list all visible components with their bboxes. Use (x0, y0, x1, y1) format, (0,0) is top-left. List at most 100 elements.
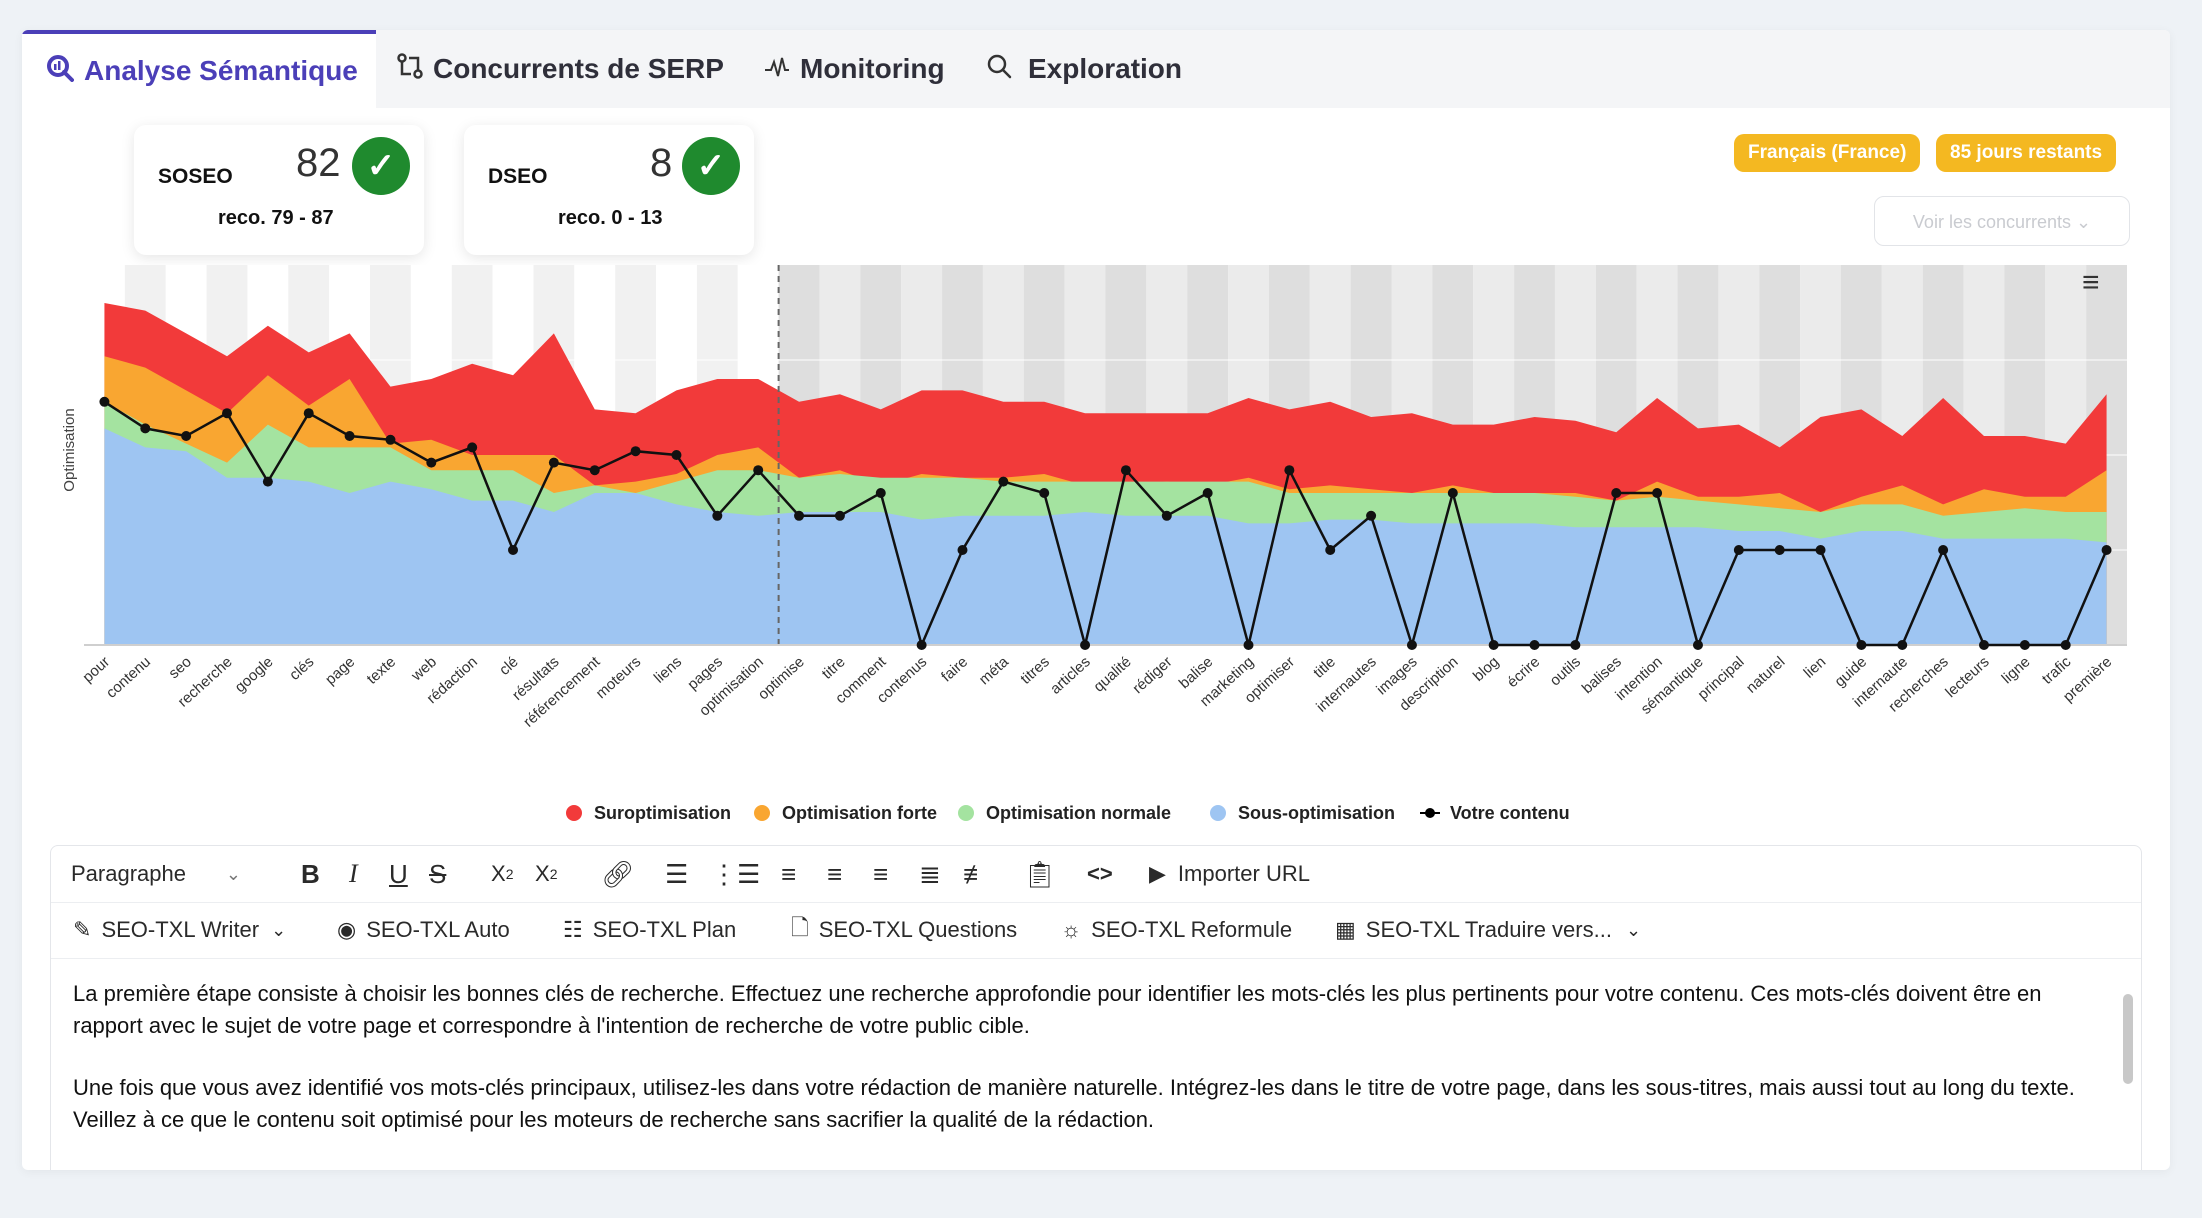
tab-label: Monitoring (800, 53, 945, 84)
language-badge: Français (France) (1734, 134, 1921, 172)
paragraph-select-value: Paragraphe (71, 861, 186, 886)
align-left-icon[interactable]: ≡ (781, 858, 797, 889)
tab-bar: Analyse Sémantique Concurrents de SERP M… (22, 30, 2170, 108)
check-icon: ✓ (352, 137, 410, 195)
x-tick-label: blog (1470, 653, 1502, 685)
x-tick-label: écrire (1504, 653, 1543, 691)
x-tick-label: liens (651, 653, 685, 686)
chevron-down-icon: ⌄ (1625, 919, 1642, 940)
legend-label: Votre contenu (1450, 803, 1570, 823)
paragraph-select[interactable]: Paragraphe ⌄ (71, 861, 241, 887)
content-point (1120, 465, 1131, 476)
numbered-list-icon[interactable]: ⋮☰ (711, 858, 761, 889)
content-point (1039, 488, 1050, 498)
x-tick-label: contenu (103, 653, 154, 701)
content-point (1570, 640, 1581, 650)
content-point (1447, 488, 1458, 498)
content-point (1774, 545, 1785, 555)
x-tick-label: google (232, 653, 277, 696)
translate-icon: ▦ (1335, 917, 1356, 942)
content-point (1325, 545, 1336, 555)
code-icon[interactable]: <> (1087, 861, 1113, 886)
align-justify-icon[interactable]: ≣ (919, 858, 941, 889)
content-point (426, 457, 437, 468)
x-tick-label: titre (819, 653, 849, 682)
underline-icon[interactable]: U (389, 858, 408, 889)
tool-label: SEO-TXL Writer (101, 917, 260, 942)
seo-txl-reformule-button[interactable]: ☼ SEO-TXL Reformule (1061, 917, 1292, 943)
content-point (712, 510, 723, 521)
area-series-sous-optimisation (104, 428, 2107, 645)
tab-label: Concurrents de SERP (433, 53, 724, 84)
content-point (2019, 640, 2030, 650)
tab-exploration[interactable]: Exploration (986, 30, 1182, 108)
dseo-label: DSEO (488, 165, 548, 188)
content-point (1692, 640, 1703, 650)
align-right-icon[interactable]: ≡ (873, 858, 889, 889)
seo-txl-plan-button[interactable]: ☷ SEO-TXL Plan (563, 917, 736, 943)
content-point (671, 450, 682, 460)
tool-label: SEO-TXL Plan (592, 917, 737, 942)
scrollbar[interactable] (2123, 994, 2133, 1084)
main-panel: Analyse Sémantique Concurrents de SERP M… (22, 30, 2170, 1170)
bullet-list-icon[interactable]: ☰ (665, 858, 689, 889)
competitors-dropdown[interactable]: Voir les concurrents ⌄ (1874, 196, 2130, 246)
content-point (140, 423, 151, 434)
import-url-label: Importer URL (1177, 861, 1310, 886)
search-analytics-icon (46, 54, 74, 89)
editor-content[interactable]: La première étape consiste à choisir les… (73, 978, 2103, 1166)
content-point (1611, 488, 1622, 498)
series-line-votre-contenu (103, 400, 2108, 650)
content-point (630, 446, 641, 457)
soseo-score-card: SOSEO 82 ✓ reco. 79 - 87 (134, 125, 424, 255)
tab-analyse-semantique[interactable]: Analyse Sémantique (22, 30, 376, 108)
content-point (998, 476, 1009, 487)
paste-icon[interactable]: 📋︎ (1023, 858, 1057, 889)
x-tick-label: faire (938, 653, 971, 685)
days-remaining-badge: 85 jours restants (1936, 134, 2117, 172)
seo-txl-traduire-button[interactable]: ▦ SEO-TXL Traduire vers... ⌄ (1335, 917, 1641, 943)
tab-label: Exploration (1028, 53, 1183, 84)
x-tick-label: pour (79, 653, 113, 686)
strikethrough-icon[interactable]: S (429, 858, 447, 889)
italic-icon[interactable]: I (349, 859, 358, 888)
bold-icon[interactable]: B (301, 858, 320, 889)
seo-txl-auto-button[interactable]: ◉ SEO-TXL Auto (337, 917, 510, 943)
pulse-icon (764, 53, 790, 85)
search-icon (986, 53, 1012, 86)
tab-monitoring[interactable]: Monitoring (764, 30, 945, 108)
content-point (1161, 510, 1172, 521)
content-point (1366, 510, 1377, 521)
x-tick-label: seo (165, 653, 194, 682)
align-center-icon[interactable]: ≡ (827, 858, 843, 889)
link-icon[interactable]: 🔗︎ (601, 858, 635, 889)
content-point (589, 465, 600, 476)
seo-txl-writer-button[interactable]: ✎ SEO-TXL Writer ⌄ (73, 917, 286, 943)
eye-icon: ◉ (337, 917, 357, 942)
clear-format-icon[interactable]: ≢ (963, 858, 989, 889)
legend-label: Suroptimisation (594, 803, 731, 823)
x-tick-label: texte (364, 653, 400, 687)
legend-label: Optimisation normale (986, 803, 1171, 823)
tool-label: SEO-TXL Reformule (1091, 917, 1293, 942)
content-point (1938, 545, 1949, 555)
content-point (1733, 545, 1744, 555)
tab-concurrents-serp[interactable]: Concurrents de SERP (397, 30, 724, 108)
x-tick-label: principal (1695, 653, 1748, 703)
soseo-value: 82 (296, 141, 341, 185)
import-url-button[interactable]: ▶ Importer URL (1149, 861, 1310, 887)
legend-label: Sous-optimisation (1238, 803, 1395, 823)
content-point (875, 488, 886, 498)
content-point (1488, 640, 1499, 650)
soseo-reco: reco. 79 - 87 (218, 207, 334, 229)
seo-txl-questions-button[interactable]: 🗋︎ SEO-TXL Questions (791, 911, 1017, 949)
y-axis-label: Optimisation (61, 408, 78, 491)
tool-label: SEO-TXL Auto (366, 917, 510, 942)
content-point (753, 465, 764, 476)
chart-menu-icon[interactable]: ≡ (2082, 266, 2100, 299)
